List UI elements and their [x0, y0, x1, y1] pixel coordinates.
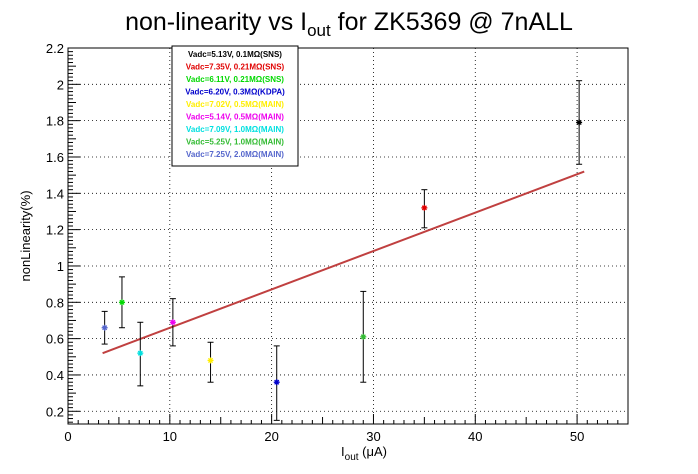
data-point	[118, 276, 125, 329]
y-tick-label: 1.2	[46, 223, 64, 238]
y-tick-label: 1.6	[46, 150, 64, 165]
x-tick-label: 10	[163, 429, 177, 444]
x-axis-title-rest: (μA)	[359, 444, 387, 459]
x-tick-label: 40	[468, 429, 482, 444]
data-point	[101, 310, 108, 345]
star-marker	[101, 324, 108, 331]
legend-entry: Vadc=7.02V, 0.5MΩ(MAIN)	[186, 100, 284, 109]
data-points-layer	[101, 80, 583, 421]
x-tick-label: 50	[570, 429, 584, 444]
fit-line	[102, 170, 585, 355]
legend-entries: Vadc=5.13V, 0.1MΩ(SNS) Vadc=7.35V, 0.21MΩ…	[185, 50, 285, 159]
data-point	[137, 321, 144, 387]
y-tick-label: 0.6	[46, 332, 64, 347]
chart-title-sub: out	[307, 21, 331, 40]
legend-entry: Vadc=5.25V, 1.0MΩ(MAIN)	[186, 138, 284, 147]
y-axis-title: nonLinearity(%)	[18, 190, 33, 281]
star-marker	[137, 350, 144, 357]
x-tick-label: 20	[264, 429, 278, 444]
y-tick-label: 1	[57, 259, 64, 274]
legend-box	[171, 45, 299, 167]
x-tick-label: 0	[64, 429, 71, 444]
fit-line-layer	[102, 170, 585, 355]
chart-title-suffix: for ZK5369 @ 7nALL	[331, 8, 573, 36]
star-marker	[360, 333, 367, 340]
chart-title: non-linearity vs Iout for ZK5369 @ 7nALL	[125, 8, 573, 40]
legend: Vadc=5.13V, 0.1MΩ(SNS) Vadc=7.35V, 0.21MΩ…	[171, 45, 299, 167]
y-tick-label: 2.2	[46, 41, 64, 56]
chart-title-prefix: non-linearity vs I	[125, 8, 307, 36]
plot-area: 0 10 20 30 40 50 0.2 0.4 0.6 0.8 1 1.2 1.4 1.6 1.8 2 2.…	[46, 41, 629, 444]
star-marker	[118, 299, 125, 306]
star-marker	[273, 379, 280, 386]
y-tick-label: 0.2	[46, 404, 64, 419]
y-tick-label: 0.8	[46, 295, 64, 310]
plot-frame	[67, 47, 629, 425]
y-tick-label: 0.4	[46, 368, 64, 383]
x-axis-title-sub: out	[345, 452, 359, 463]
star-marker	[576, 119, 583, 126]
x-tick-label: 30	[366, 429, 380, 444]
star-marker	[207, 357, 214, 364]
legend-entry: Vadc=6.20V, 0.3MΩ(KDPA)	[185, 88, 285, 97]
legend-entry: Vadc=7.09V, 1.0MΩ(MAIN)	[186, 125, 284, 134]
y-tick-label: 1.8	[46, 114, 64, 129]
star-marker	[169, 319, 176, 326]
data-point	[207, 341, 214, 383]
x-axis-title: Iout (μA)	[341, 444, 387, 463]
data-point	[273, 345, 280, 421]
data-point	[169, 298, 176, 347]
x-axis-ticks: 0 10 20 30 40 50	[64, 414, 619, 444]
legend-entry: Vadc=6.11V, 0.21MΩ(SNS)	[186, 75, 284, 84]
legend-entry: Vadc=7.35V, 0.21MΩ(SNS)	[186, 63, 285, 72]
legend-entry: Vadc=5.14V, 0.5MΩ(MAIN)	[186, 113, 284, 122]
y-tick-label: 2	[57, 77, 64, 92]
legend-entry: Vadc=5.13V, 0.1MΩ(SNS)	[188, 50, 282, 59]
star-marker	[421, 204, 428, 211]
data-point	[360, 290, 367, 383]
x-axis-title-main: I	[341, 444, 345, 459]
legend-entry: Vadc=7.25V, 2.0MΩ(MAIN)	[186, 150, 284, 159]
data-point	[421, 189, 428, 229]
data-point	[576, 80, 583, 165]
y-axis-ticks: 0.2 0.4 0.6 0.8 1 1.2 1.4 1.6 1.8 2 2.2	[46, 41, 80, 423]
y-tick-label: 1.4	[46, 186, 64, 201]
